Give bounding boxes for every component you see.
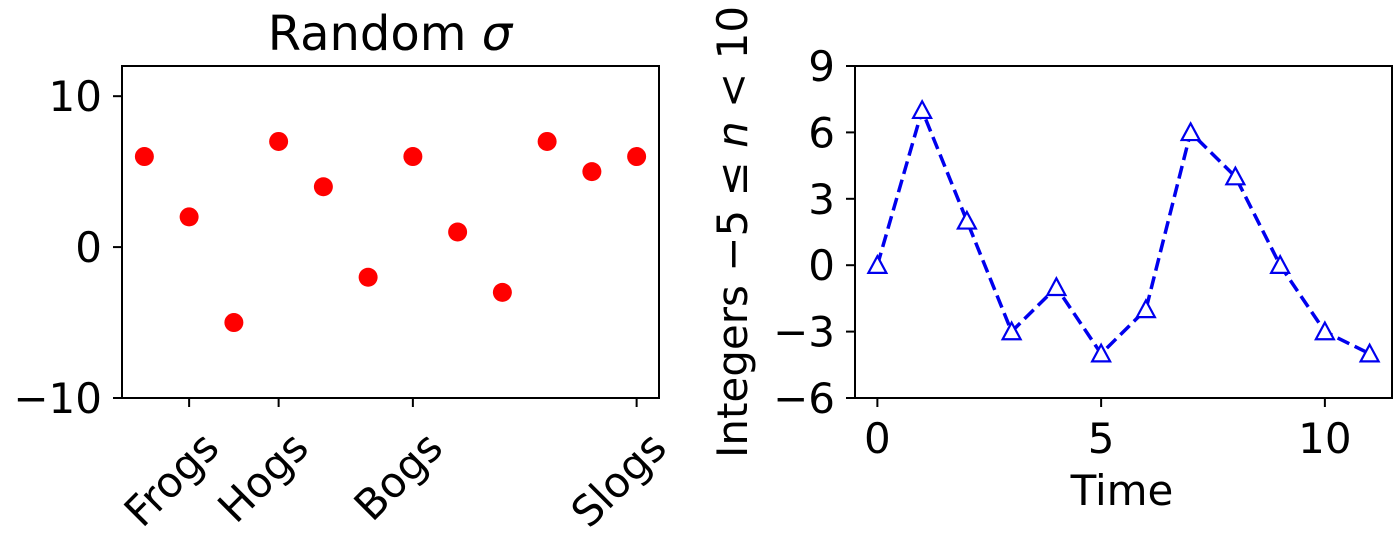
line-point-marker (1224, 165, 1247, 186)
scatter-point (582, 162, 602, 182)
right-xtick-label: 0 (864, 414, 891, 463)
scatter-point (358, 267, 378, 287)
line-point-marker (1090, 342, 1112, 363)
left-xtick-label: Slogs (562, 422, 676, 536)
scatter-point (403, 147, 423, 167)
line-point-marker (956, 209, 978, 230)
line-point-marker (1358, 342, 1381, 363)
line-point-marker (1179, 121, 1202, 142)
line-point-marker (1135, 298, 1157, 319)
scatter-point (134, 147, 154, 167)
line-point-marker (1000, 320, 1023, 341)
left-ytick-label: 10 (49, 72, 102, 121)
scatter-point (627, 147, 647, 167)
right-ytick-label: 6 (808, 108, 835, 157)
right-ytick-label: 3 (808, 175, 835, 224)
right-xtick-label: 10 (1298, 414, 1351, 463)
left-xtick-label: Frogs (115, 422, 229, 536)
right-chart-ylabel: Integers −5 ≤ n < 10 (708, 6, 757, 458)
left-chart-title: Random σ (268, 6, 514, 62)
left-ytick-label: 0 (75, 223, 102, 272)
right-ytick-label: −3 (773, 308, 835, 357)
right-chart-markers (866, 98, 1381, 363)
left-chart-points (134, 131, 647, 333)
right-chart-xlabel: Time (1070, 466, 1174, 515)
right-xtick-label: 5 (1088, 414, 1115, 463)
right-ytick-label: 0 (808, 241, 835, 290)
scatter-point (492, 282, 512, 302)
right-ytick-label: −6 (773, 374, 835, 423)
right-ytick-label: 9 (808, 42, 835, 91)
scatter-point (313, 177, 333, 197)
right-chart-frame (854, 65, 1393, 399)
scatter-point (179, 207, 199, 227)
line-point-marker (866, 253, 889, 274)
scatter-point (448, 222, 468, 242)
scatter-point (224, 313, 244, 333)
scatter-point (537, 131, 557, 151)
left-ytick-label: −10 (13, 374, 102, 423)
right-chart-series-line (875, 104, 1371, 357)
line-point-marker (1269, 253, 1291, 274)
line-point-marker (1314, 320, 1336, 341)
line-point-marker (1045, 276, 1068, 297)
right-chart-ticks: −6 −3 0 3 6 9 0 5 10 (773, 42, 1352, 463)
left-xtick-label: Hogs (208, 422, 317, 531)
left-chart-frame (121, 65, 660, 399)
left-xtick-label: Bogs (344, 422, 452, 530)
right-line-chart: −6 −3 0 3 6 9 0 5 10 Time Integers −5 ≤ n < 10 (708, 6, 1393, 515)
line-point-marker (911, 98, 933, 120)
scatter-point (269, 131, 289, 151)
